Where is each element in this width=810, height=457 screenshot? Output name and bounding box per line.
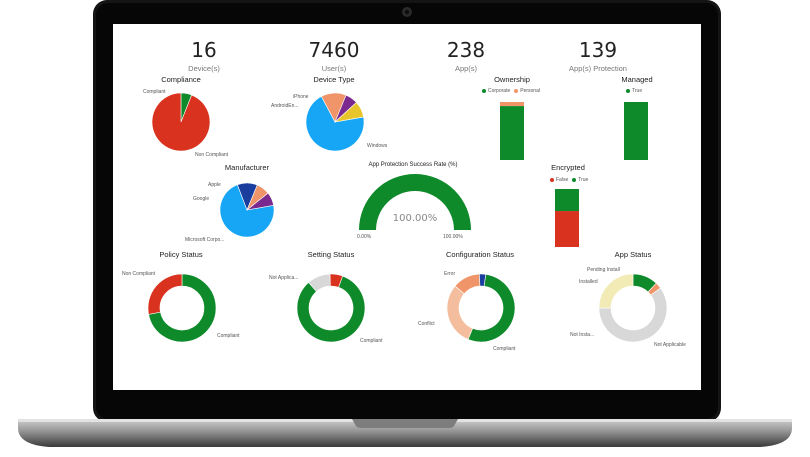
app-status-title: App Status [614,250,652,259]
compliance-label-non-compliant: Non Compliant [195,152,229,158]
encrypted-title: Encrypted [551,163,585,172]
managed-legend: True [626,88,642,94]
manufacturer-label-microsoft: Microsoft Corpo... [185,237,225,243]
configuration-label-conflict: Conflict [418,321,435,327]
app-label-not-applicable: Not Applicable [654,342,686,348]
device-type-pie[interactable] [113,24,701,390]
kpi-app-protection-value: 139 [578,38,618,62]
slice-non-compliant-1[interactable] [147,273,183,315]
ownership-legend-personal: Personal [520,88,540,94]
compliance-label-compliant: Compliant [143,89,166,95]
legend-dot [550,178,554,182]
configuration-label-compliant: Compliant [493,346,516,352]
managed-legend-true: True [632,88,643,94]
manufacturer-label-apple: Apple [208,182,221,188]
compliance-pie[interactable] [113,24,701,390]
kpi-apps-value: 238 [446,38,486,62]
encrypted-legend-true: True [578,177,589,183]
kpi-apps-label: App(s) [454,64,478,73]
managed-bar[interactable] [113,24,701,390]
encrypted-legend: False True [550,177,588,183]
slice-unlabeled-2[interactable] [329,273,344,288]
legend-dot [572,178,577,182]
slice-unlabeled-3[interactable] [479,273,487,287]
device-type-title: Device Type [313,75,355,84]
manufacturer-title: Manufacturer [224,163,270,172]
policy-status-donut[interactable] [113,24,701,390]
slice-microsoft-corpo-0[interactable] [219,184,275,238]
setting-status-donut[interactable] [113,24,701,390]
configuration-status-donut[interactable] [113,24,701,390]
app-label-not-installed: Not Insta... [570,332,595,338]
slice-not-applicable-2[interactable] [598,287,668,343]
setting-label-not-applicable: Not Applica... [269,275,299,281]
device-type-label-iphone: iPhone [293,94,309,100]
kpi-devices-label: Device(s) [188,64,220,73]
bar-segment-false[interactable] [555,211,579,247]
legend-dot [514,89,519,93]
slice-not-insta-3[interactable] [598,273,634,309]
kpi-users-value: 7460 [308,38,360,62]
slice-non-compliant-1[interactable] [151,92,211,152]
policy-status-title: Policy Status [159,250,203,259]
device-type-label-windows: Windows [367,143,388,149]
ownership-legend-corporate: Corporate [488,88,511,94]
encrypted-bar[interactable] [113,24,701,390]
encrypted-legend-false: False [556,177,569,183]
bar-segment-corporate[interactable] [500,106,524,160]
device-type-label-android: AndroidEn... [271,103,299,109]
bar-segment-true[interactable] [555,189,579,212]
kpi-app-protection-label: App(s) Protection [569,64,627,73]
setting-label-compliant: Compliant [360,338,383,344]
manufacturer-label-google: Google [193,196,210,202]
app-protection-gauge-title: App Protection Success Rate (%) [368,162,458,168]
configuration-status-title: Configuration Status [446,250,514,259]
app-label-installed: Installed [579,279,598,285]
legend-dot [482,89,486,93]
configuration-label-error: Error [444,271,456,277]
app-status-donut[interactable] [113,24,701,390]
manufacturer-pie[interactable] [113,24,701,390]
policy-label-non-compliant: Non Compliant [122,271,156,277]
managed-title: Managed [621,75,653,84]
gauge-fill[interactable] [359,173,471,230]
slice-compliant-0[interactable] [296,275,366,343]
kpi-users-label: User(s) [321,64,347,73]
gauge-value: 100.00% [392,213,438,224]
gauge-min-label: 0.00% [357,234,372,240]
ownership-bar[interactable] [113,24,701,390]
slice-compliant-0[interactable] [148,273,217,343]
slice-windows-0[interactable] [305,95,365,152]
compliance-title: Compliance [161,75,201,84]
dashboard-screen: 16 Device(s) 7460 User(s) 238 App(s) 139… [113,24,701,390]
app-protection-gauge[interactable] [113,24,701,390]
gauge-max-label: 100.00% [443,234,463,240]
kpi-devices-value: 16 [191,38,217,62]
laptop-base [18,419,792,447]
slice-unlabeled-3[interactable] [246,192,274,211]
legend-dot [626,89,630,93]
ownership-legend: Corporate Personal [482,88,540,94]
app-label-pending-install: Pending Install [587,267,620,273]
ownership-title: Ownership [494,75,530,84]
bar-segment-personal[interactable] [500,102,524,107]
policy-label-compliant: Compliant [217,333,240,339]
bar-segment-true[interactable] [624,102,648,160]
setting-status-title: Setting Status [307,250,355,259]
slice-iphone-3[interactable] [334,102,364,123]
